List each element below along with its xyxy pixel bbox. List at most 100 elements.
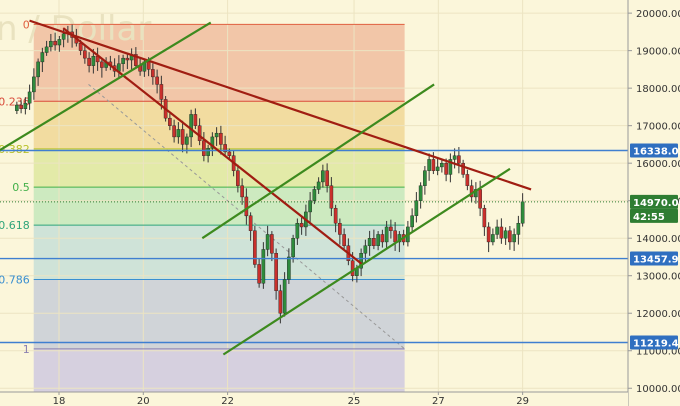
candle-body [410, 215, 414, 228]
y-tick-label: 10000.00 [636, 384, 680, 395]
y-tick-label: 18000.00 [636, 84, 680, 95]
candle-body [342, 234, 346, 246]
candle-body [508, 230, 512, 243]
candle-body [461, 162, 465, 175]
candle-body [457, 155, 461, 164]
candle-body [214, 132, 219, 138]
candle-body [359, 253, 363, 269]
candle-body [253, 230, 257, 265]
y-tick-label: 11000.00 [636, 347, 680, 358]
y-tick-label: 14000.00 [636, 234, 680, 245]
candle-body [206, 147, 210, 156]
candle-body [295, 222, 300, 239]
candle-body [274, 253, 278, 291]
candle-body [482, 207, 487, 228]
candle-body [87, 57, 91, 66]
y-tick-label: 12000.00 [636, 309, 680, 320]
candle-body [36, 61, 40, 78]
candle-body [176, 129, 181, 138]
candle-body [100, 61, 104, 68]
candle-body [61, 33, 66, 40]
y-tick-label: 20000.00 [636, 9, 680, 20]
candle-body [350, 260, 355, 276]
candle-body [244, 196, 249, 216]
candle-body [431, 159, 436, 171]
fib-level-label: 0.382 [0, 143, 30, 156]
fib-level-label: 0.618 [0, 219, 30, 232]
candle-body [325, 170, 329, 186]
trendline [201, 83, 435, 240]
candle-body [121, 57, 125, 64]
candle-body [23, 102, 28, 109]
price-badge [630, 208, 678, 223]
price-badge-label: 14970.00 [633, 198, 680, 209]
fib-band [33, 279, 405, 349]
candlestick-series [15, 24, 525, 324]
fib-band [33, 348, 405, 392]
candle-body [452, 155, 457, 160]
candle-body [512, 234, 516, 243]
candle-body [486, 226, 491, 243]
fib-band [33, 148, 405, 188]
candle-body [53, 41, 57, 46]
candle-body [40, 52, 45, 63]
candle-body [134, 54, 138, 66]
candle-body [210, 136, 215, 149]
x-tick-label: 18 [53, 396, 66, 406]
candle-body [299, 222, 304, 228]
candle-body [516, 222, 521, 235]
candle-body [287, 256, 291, 280]
trendline [62, 27, 364, 266]
candle-body [172, 125, 176, 138]
x-tick-label: 29 [516, 396, 529, 406]
candle-body [261, 249, 266, 284]
candle-body [146, 61, 151, 70]
candle-body [393, 230, 397, 243]
price-badges: 16338.02 13457.93 11219.41 14970.00 42:55 [630, 143, 680, 350]
candle-body [193, 114, 198, 126]
y-tick-label: 19000.00 [636, 47, 680, 58]
candle-body [495, 226, 499, 235]
candle-body [444, 162, 448, 175]
price-badge [630, 251, 678, 266]
candle-body [329, 185, 334, 209]
candle-body [151, 69, 155, 78]
fib-band [33, 225, 405, 280]
candle-body [367, 238, 372, 246]
candle-body [338, 222, 342, 235]
candle-body [189, 114, 193, 138]
price-badge-label: 13457.93 [633, 255, 680, 266]
candle-body [125, 57, 130, 61]
x-axis: 18 20 22 25 27 29 [0, 391, 628, 406]
price-badge [630, 194, 678, 209]
candle-body [376, 234, 380, 246]
trendline [29, 19, 532, 191]
x-tick-label: 27 [432, 396, 445, 406]
candle-body [333, 207, 338, 224]
fibonacci-bands [33, 24, 405, 392]
candle-body [248, 215, 253, 231]
candle-body [414, 200, 419, 216]
price-badge-label: 42:55 [633, 212, 665, 223]
x-tick-label: 20 [137, 396, 150, 406]
candle-body [168, 117, 172, 126]
x-axis-background [0, 392, 628, 406]
candle-body [227, 151, 232, 156]
candle-body [465, 174, 470, 186]
candle-body [282, 279, 287, 314]
candle-body [291, 238, 295, 258]
candle-body [427, 159, 431, 171]
candle-body [384, 226, 389, 243]
candle-body [240, 185, 244, 198]
candle-body [15, 104, 19, 111]
candle-body [308, 200, 312, 213]
candle-body [219, 132, 223, 145]
candle-body [503, 230, 508, 239]
candle-body [389, 226, 393, 231]
price-badge [630, 335, 678, 350]
candle-body [78, 42, 83, 51]
candle-body [91, 56, 96, 66]
candle-body [380, 234, 385, 243]
candle-body [372, 238, 376, 246]
